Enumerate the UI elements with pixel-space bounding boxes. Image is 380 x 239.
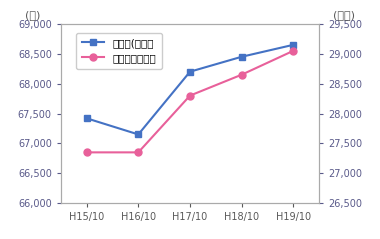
Line: 世帯数（右軸）: 世帯数（右軸）	[83, 47, 297, 156]
人　口(左軸）	[188, 70, 192, 73]
Text: (世帯): (世帯)	[333, 10, 355, 20]
世帯数（右軸）	[136, 151, 141, 154]
人　口(左軸）	[136, 133, 141, 136]
世帯数（右軸）	[239, 73, 244, 76]
Legend: 人　口(左軸）, 世帯数（右軸）: 人 口(左軸）, 世帯数（右軸）	[76, 33, 162, 69]
世帯数（右軸）	[291, 49, 296, 52]
人　口(左軸）	[291, 43, 296, 46]
世帯数（右軸）	[188, 94, 192, 97]
世帯数（右軸）	[84, 151, 89, 154]
Line: 人　口(左軸）: 人 口(左軸）	[83, 41, 297, 138]
人　口(左軸）	[239, 55, 244, 58]
人　口(左軸）	[84, 117, 89, 120]
Text: (人): (人)	[25, 10, 40, 20]
